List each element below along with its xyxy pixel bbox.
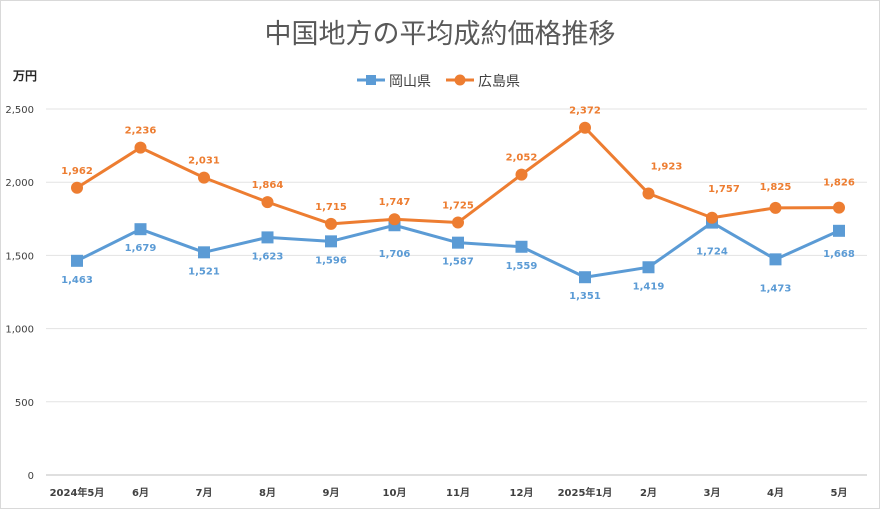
- data-label: 1,757: [708, 184, 740, 195]
- data-label: 1,864: [252, 180, 284, 191]
- y-tick-label: 1,000: [5, 325, 34, 336]
- x-tick-label: 2月: [640, 487, 657, 499]
- data-label: 2,372: [569, 106, 601, 117]
- x-tick-label: 10月: [383, 487, 407, 499]
- data-label: 1,521: [188, 266, 220, 277]
- y-tick-label: 1,500: [5, 251, 34, 262]
- x-tick-label: 12月: [510, 487, 534, 499]
- data-label: 1,923: [651, 161, 683, 172]
- data-label: 1,351: [569, 291, 601, 302]
- data-label: 1,679: [125, 243, 157, 254]
- data-point-circle: [515, 168, 528, 181]
- data-label: 1,725: [442, 200, 474, 211]
- data-label-layer: 1,463 1,679 1,521 1,623 1,596 1,706 1,587 1,559…: [61, 106, 855, 302]
- x-tick-label: 9月: [323, 487, 340, 499]
- data-point-square: [134, 223, 147, 236]
- legend-marker-circle: [454, 74, 466, 86]
- data-label: 1,825: [760, 182, 792, 193]
- data-point-circle: [833, 201, 845, 214]
- data-point-circle: [261, 196, 274, 209]
- data-label: 1,826: [823, 178, 855, 189]
- data-label: 1,962: [61, 166, 93, 177]
- data-label: 1,559: [506, 261, 538, 272]
- data-label: 1,463: [61, 275, 93, 286]
- data-point-square: [261, 231, 274, 244]
- data-label: 2,031: [188, 156, 220, 167]
- data-label: 1,623: [252, 251, 284, 262]
- legend-marker-square: [366, 75, 376, 85]
- x-tick-label: 6月: [132, 487, 149, 499]
- x-tick-label: 8月: [259, 487, 276, 499]
- data-point-circle: [769, 201, 782, 214]
- x-tick-label: 11月: [446, 487, 470, 499]
- data-label: 1,747: [379, 197, 411, 208]
- x-tick-label: 2024年5月: [50, 486, 105, 499]
- axes: 0 500 1,000 1,500 2,000 2,500 2024年5月 6月 7月 8月 9月 1…: [5, 105, 847, 499]
- series-layer: [71, 121, 845, 284]
- data-point-circle: [706, 211, 718, 224]
- chart-title: 中国地方の平均成約価格推移: [265, 19, 616, 50]
- data-point-circle: [134, 141, 147, 154]
- data-point-circle: [452, 216, 464, 229]
- data-point-square: [71, 254, 83, 267]
- x-tick-label: 2025年1月: [558, 486, 613, 499]
- data-label: 2,052: [506, 153, 538, 164]
- legend-label: 岡山県: [389, 74, 431, 90]
- data-point-circle: [642, 187, 655, 200]
- x-tick-label: 7月: [196, 487, 213, 499]
- data-point-circle: [71, 181, 83, 194]
- y-tick-label: 0: [28, 471, 34, 482]
- y-tick-label: 2,500: [5, 105, 34, 116]
- data-point-square: [452, 236, 464, 249]
- x-tick-label: 5月: [831, 487, 848, 499]
- data-label: 1,473: [760, 283, 792, 294]
- data-label: 1,706: [379, 249, 411, 260]
- x-tick-label: 3月: [704, 487, 721, 499]
- data-label: 1,587: [442, 257, 474, 268]
- data-label: 1,724: [696, 247, 728, 258]
- x-tick-label: 4月: [767, 487, 784, 499]
- data-point-square: [325, 235, 337, 248]
- y-tick-label: 500: [15, 398, 34, 409]
- data-point-square: [198, 246, 210, 259]
- data-label: 1,668: [823, 249, 855, 260]
- data-point-circle: [579, 121, 591, 134]
- legend: 岡山県 広島県: [357, 74, 520, 90]
- data-point-square: [769, 253, 782, 266]
- data-point-square: [579, 271, 591, 284]
- grid-lines: [46, 108, 867, 476]
- data-label: 1,419: [633, 281, 665, 292]
- data-point-circle: [325, 217, 337, 230]
- data-label: 1,596: [315, 255, 347, 266]
- data-label: 2,236: [125, 126, 157, 137]
- data-point-circle: [198, 171, 210, 184]
- data-point-square: [642, 261, 655, 274]
- legend-label: 広島県: [478, 74, 520, 90]
- y-tick-label: 2,000: [5, 178, 34, 189]
- data-point-square: [515, 240, 528, 253]
- y-axis-unit-label: 万円: [12, 69, 37, 83]
- data-label: 1,715: [315, 202, 347, 213]
- data-point-circle: [388, 213, 401, 226]
- data-point-square: [833, 224, 845, 237]
